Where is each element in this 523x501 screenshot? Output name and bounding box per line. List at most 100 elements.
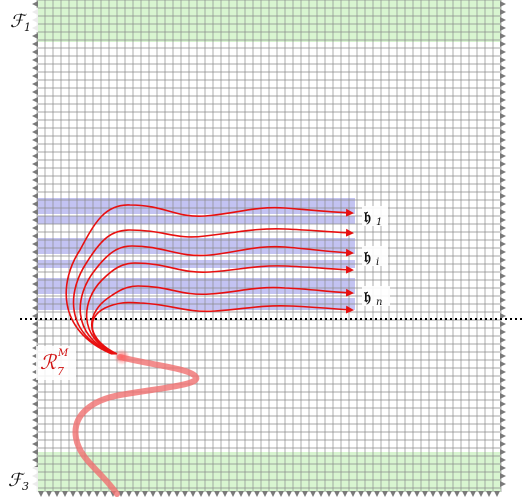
left-arrow <box>32 329 38 335</box>
left-arrow <box>32 265 38 271</box>
bottom-arrow <box>174 491 180 497</box>
svg-text:ℱ: ℱ <box>10 11 27 32</box>
right-arrow <box>500 249 506 255</box>
right-arrow <box>500 289 506 295</box>
right-arrow <box>500 345 506 351</box>
bottom-arrow <box>102 491 108 497</box>
right-arrow <box>500 129 506 135</box>
bottom-arrow <box>254 491 260 497</box>
left-arrow <box>32 281 38 287</box>
right-arrow <box>500 369 506 375</box>
right-arrow <box>500 241 506 247</box>
left-arrow <box>32 185 38 191</box>
left-arrow <box>32 249 38 255</box>
left-arrow <box>32 217 38 223</box>
bottom-arrow <box>326 491 332 497</box>
left-arrow <box>32 313 38 319</box>
right-arrow <box>500 25 506 31</box>
left-arrow <box>32 385 38 391</box>
left-arrow <box>32 145 38 151</box>
right-arrow <box>500 17 506 23</box>
right-arrow <box>500 321 506 327</box>
bottom-arrow <box>166 491 172 497</box>
bottom-arrow <box>454 491 460 497</box>
bottom-arrow <box>494 491 500 497</box>
right-arrow <box>500 209 506 215</box>
bottom-arrow <box>190 491 196 497</box>
bottom-arrow <box>446 491 452 497</box>
left-arrow <box>32 321 38 327</box>
bottom-arrow <box>462 491 468 497</box>
band-2 <box>37 216 355 224</box>
start-blob <box>114 349 130 365</box>
bottom-arrow <box>358 491 364 497</box>
bottom-arrow <box>214 491 220 497</box>
right-arrow <box>500 169 506 175</box>
left-arrow <box>32 441 38 447</box>
bottom-arrow <box>318 491 324 497</box>
right-arrow <box>500 137 506 143</box>
bottom-arrow <box>486 491 492 497</box>
left-arrow <box>32 153 38 159</box>
bottom-arrow <box>78 491 84 497</box>
bottom-arrow <box>350 491 356 497</box>
bottom-arrow <box>390 491 396 497</box>
bottom-arrow <box>342 491 348 497</box>
flow-path-5 <box>90 285 354 355</box>
left-arrow <box>32 65 38 71</box>
left-arrow <box>32 57 38 63</box>
left-arrow <box>32 337 38 343</box>
left-arrow <box>32 273 38 279</box>
right-arrow <box>500 257 506 263</box>
right-arrow <box>500 449 506 455</box>
label-r7: ℛ 7 M <box>36 346 76 380</box>
left-arrow <box>32 73 38 79</box>
bottom-arrow <box>182 491 188 497</box>
right-arrow <box>500 425 506 431</box>
svg-text:ℛ: ℛ <box>40 350 58 374</box>
svg-text:𝔥: 𝔥 <box>363 208 371 226</box>
svg-text:i: i <box>376 257 379 268</box>
right-arrow <box>500 193 506 199</box>
bottom-arrow <box>374 491 380 497</box>
right-arrow <box>500 481 506 487</box>
right-arrow <box>500 281 506 287</box>
right-arrow <box>500 417 506 423</box>
thick-trajectory <box>72 354 200 497</box>
right-arrow <box>500 41 506 47</box>
bottom-arrow <box>198 491 204 497</box>
right-arrow <box>500 49 506 55</box>
right-arrow <box>500 105 506 111</box>
bottom-arrow <box>438 491 444 497</box>
bottom-arrow <box>38 491 44 497</box>
right-arrow <box>500 329 506 335</box>
flow-path-2 <box>72 228 354 355</box>
right-arrow <box>500 273 506 279</box>
right-arrow <box>500 97 506 103</box>
right-arrow <box>500 433 506 439</box>
left-arrow <box>32 105 38 111</box>
left-arrow <box>32 129 38 135</box>
label-f3: ℱ 3 <box>6 467 38 493</box>
bottom-arrow <box>46 491 52 497</box>
bottom-arrow <box>406 491 412 497</box>
bottom-arrow <box>430 491 436 497</box>
grid-lines <box>36 0 502 492</box>
left-arrow <box>32 297 38 303</box>
right-arrow <box>500 65 506 71</box>
right-arrow <box>500 313 506 319</box>
right-arrow <box>500 337 506 343</box>
right-arrow <box>500 361 506 367</box>
right-arrow <box>500 9 506 15</box>
bottom-arrow <box>478 491 484 497</box>
svg-text:𝔥: 𝔥 <box>363 248 371 266</box>
right-arrow <box>500 441 506 447</box>
band-1 <box>37 198 355 214</box>
bottom-arrow <box>414 491 420 497</box>
left-arrow <box>32 1 38 7</box>
right-arrow <box>500 81 506 87</box>
bottom-arrow <box>382 491 388 497</box>
bottom-arrow <box>366 491 372 497</box>
left-arrow <box>32 457 38 463</box>
left-arrow <box>32 401 38 407</box>
